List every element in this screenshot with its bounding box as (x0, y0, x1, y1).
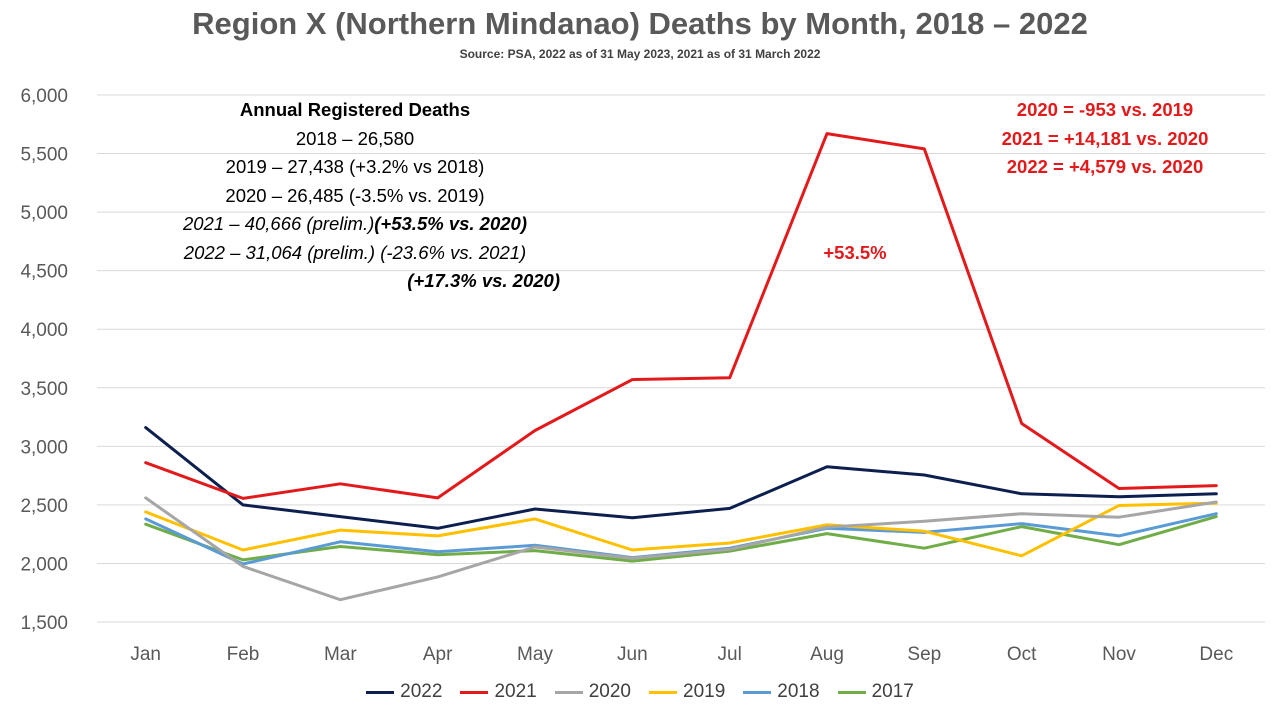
x-tick-label: Jan (130, 644, 161, 665)
x-tick-label: Jul (718, 644, 742, 665)
annual-line-2019: 2019 – 27,438 (+3.2% vs 2018) (225, 156, 485, 177)
annual-line-2020: 2020 – 26,485 (-3.5% vs. 2019) (225, 184, 485, 206)
chart-title: Region X (Northern Mindanao) Deaths by M… (192, 6, 1088, 41)
y-tick-label: 1,500 (20, 613, 68, 634)
legend-item-2019: 2019 (649, 681, 725, 703)
x-tick-label: Oct (1007, 644, 1037, 665)
x-tick-label: Jun (617, 644, 648, 665)
x-tick-label: Nov (1102, 644, 1136, 665)
legend-item-2018: 2018 (743, 681, 820, 703)
series-lines (144, 132, 1218, 602)
annual-line-2021-change: (+53.5% vs. 2020) (374, 213, 527, 234)
y-tick-label: 2,500 (20, 496, 68, 517)
y-tick-label: 5,500 (20, 145, 68, 166)
x-tick-label: Aug (810, 644, 844, 665)
legend-item-2022: 2022 (366, 681, 442, 703)
x-tick-label: May (517, 644, 553, 665)
legend-label: 2017 (871, 681, 914, 702)
legend-swatch (366, 690, 395, 694)
series-line-2021 (144, 132, 1218, 500)
peak-annotation: +53.5% (823, 242, 887, 263)
diff-line-2021: 2021 = +14,181 vs. 2020 (1001, 127, 1209, 149)
annual-line-2021-text: 2021 – 40,666 (prelim.) (182, 213, 375, 234)
x-tick-label: Mar (324, 644, 357, 665)
y-axis-tick-labels: 1,500 2,000 2,500 3,000 3,500 4,000 4,500 5,000… (20, 86, 68, 634)
chart-subtitle: Source: PSA, 2022 as of 31 May 2023, 202… (459, 47, 821, 61)
series-line-2020 (144, 496, 1218, 602)
x-tick-label: Apr (423, 644, 453, 665)
legend-swatch (837, 690, 866, 694)
annual-line-2022-vs-2020: (+17.3% vs. 2020) (407, 270, 560, 291)
chart-legend: 2022 2021 2020 2019 2018 2017 (0, 681, 1280, 703)
legend-label: 2021 (494, 681, 537, 702)
x-tick-label: Sep (907, 644, 941, 665)
legend-swatch (554, 690, 583, 694)
legend-label: 2022 (400, 681, 443, 702)
y-tick-label: 3,000 (20, 437, 68, 458)
legend-item-2017: 2017 (837, 681, 914, 703)
legend-item-2020: 2020 (554, 681, 631, 703)
legend-swatch (743, 690, 772, 694)
y-tick-label: 3,500 (20, 379, 68, 400)
annual-line-2021: 2021 – 40,666 (prelim.)(+53.5% vs. 2020) (150, 210, 560, 239)
y-tick-label: 5,000 (20, 203, 68, 224)
legend-swatch (649, 690, 677, 694)
difference-annotation: 2020 = -953 vs. 2019 2021 = +14,181 vs. … (940, 96, 1270, 182)
legend-item-2021: 2021 (460, 681, 537, 703)
x-tick-label: Dec (1199, 644, 1233, 665)
legend-label: 2019 (683, 681, 726, 702)
annual-line-2022: 2022 – 31,064 (prelim.) (-23.6% vs. 2021… (183, 241, 527, 263)
annual-heading: Annual Registered Deaths (239, 99, 471, 120)
legend-swatch (460, 690, 489, 694)
diff-line-2020: 2020 = -953 vs. 2019 (1016, 99, 1194, 120)
series-line-2017 (144, 515, 1218, 563)
series-line-2019 (144, 501, 1218, 558)
x-tick-label: Feb (227, 644, 260, 665)
series-line-2022 (144, 426, 1218, 530)
legend-label: 2020 (588, 681, 631, 702)
gridlines (97, 94, 1265, 623)
y-tick-label: 2,000 (20, 554, 68, 575)
y-tick-label: 4,000 (20, 320, 68, 341)
y-tick-label: 4,500 (20, 262, 68, 283)
legend-label: 2018 (777, 681, 820, 702)
x-axis-tick-labels: Jan Feb Mar Apr May Jun Jul Aug Sep Oct Nov Dec (130, 644, 1233, 665)
diff-line-2022: 2022 = +4,579 vs. 2020 (1006, 156, 1204, 177)
y-tick-label: 6,000 (20, 86, 68, 107)
annual-deaths-annotation: Annual Registered Deaths 2018 – 26,580 2… (150, 96, 560, 296)
annual-line-2018: 2018 – 26,580 (295, 127, 415, 149)
